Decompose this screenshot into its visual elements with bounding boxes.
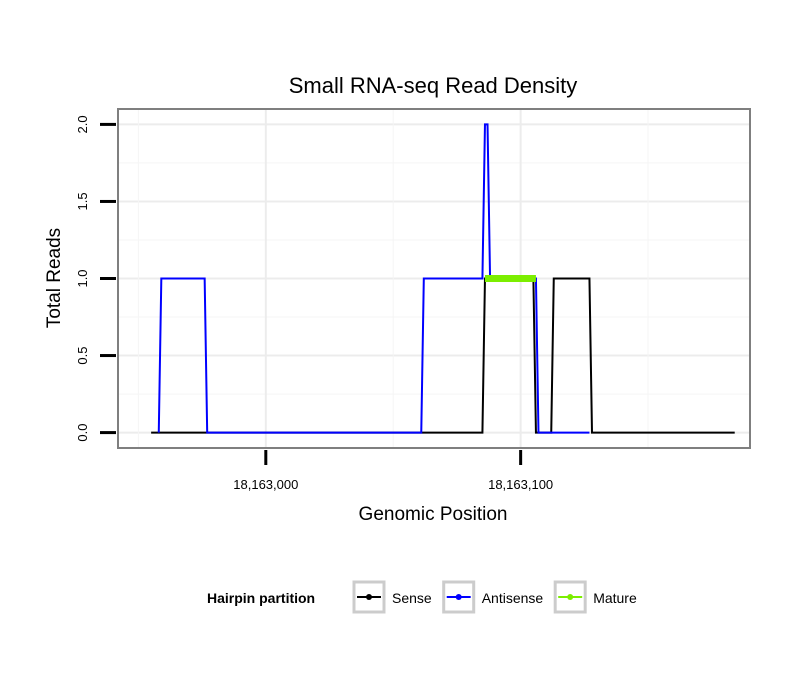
- x-tick-label: 18,163,100: [488, 477, 553, 492]
- legend-item-sense: Sense: [352, 580, 432, 614]
- legend-label: Sense: [392, 590, 432, 606]
- legend-key-point: [567, 594, 574, 600]
- x-axis: 18,163,000 18,163,100: [233, 450, 553, 492]
- legend-item-antisense: Antisense: [442, 580, 544, 614]
- y-axis-title: Total Reads: [44, 228, 65, 328]
- legend-label: Antisense: [482, 590, 544, 606]
- y-tick-label: 0.5: [75, 347, 90, 365]
- y-tick-label: 0.0: [75, 424, 90, 442]
- x-tick-label: 18,163,000: [233, 477, 298, 492]
- series-line-antisense: [157, 123, 590, 434]
- legend-title: Hairpin partition: [207, 590, 315, 606]
- legend-label: Mature: [593, 590, 637, 606]
- plot-panel-border: [117, 108, 751, 449]
- legend-key: [442, 580, 476, 614]
- chart-title: Small RNA-seq Read Density: [289, 73, 578, 98]
- legend: Hairpin partition Sense Antisense Mature: [207, 580, 637, 614]
- legend-key-point: [455, 594, 462, 600]
- series-layer: [151, 123, 735, 434]
- y-tick-label: 1.0: [75, 269, 90, 287]
- y-tick-label: 2.0: [75, 115, 90, 133]
- legend-item-mature: Mature: [553, 580, 637, 614]
- x-axis-title: Genomic Position: [359, 504, 508, 525]
- y-axis: 0.0 0.5 1.0 1.5 2.0: [75, 115, 116, 442]
- y-tick-label: 1.5: [75, 192, 90, 210]
- legend-key-point: [366, 594, 372, 600]
